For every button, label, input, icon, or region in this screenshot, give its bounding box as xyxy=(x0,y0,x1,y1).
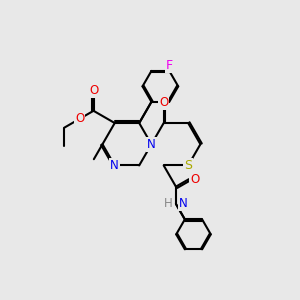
Text: N: N xyxy=(147,138,156,151)
Text: O: O xyxy=(159,96,168,109)
Text: H: H xyxy=(164,197,173,210)
Text: O: O xyxy=(89,84,98,98)
Text: O: O xyxy=(75,112,84,125)
Text: S: S xyxy=(184,159,192,172)
Text: F: F xyxy=(166,59,173,72)
Text: N: N xyxy=(110,159,119,172)
Text: N: N xyxy=(179,197,188,210)
Text: O: O xyxy=(190,173,199,186)
